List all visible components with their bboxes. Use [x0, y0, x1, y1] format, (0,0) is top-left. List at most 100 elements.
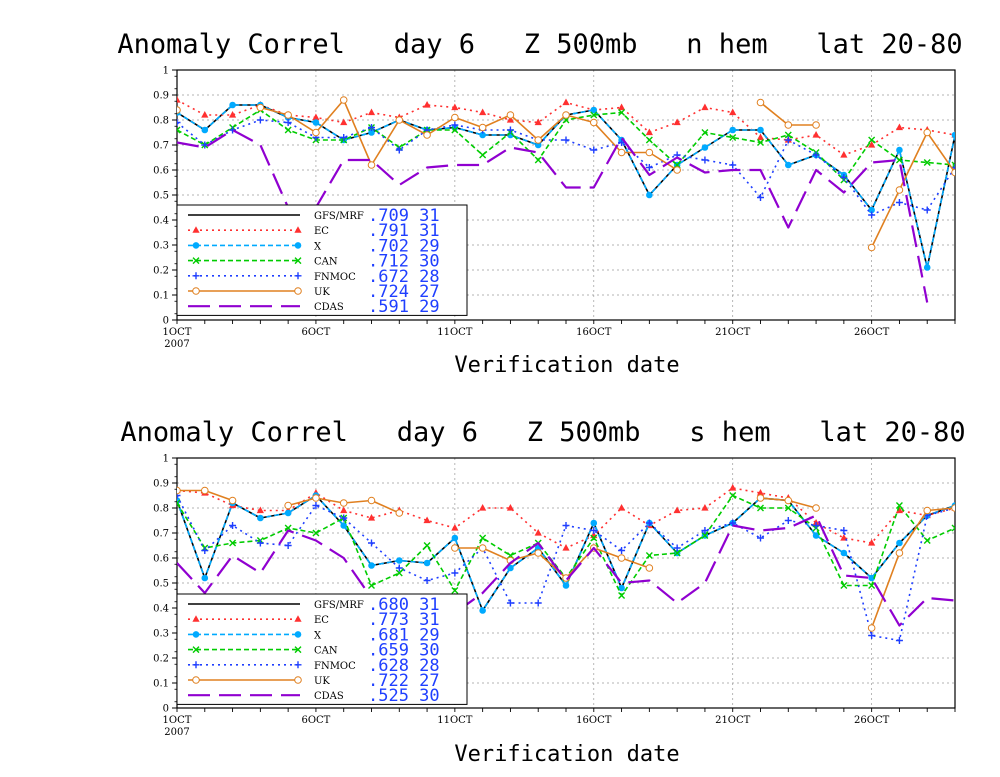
legend-box [176, 204, 468, 316]
data-point [979, 134, 986, 141]
legend-series-name: GFS/MRF [314, 211, 364, 222]
data-point [895, 506, 904, 514]
data-point [895, 199, 903, 206]
y-tick-label: 0.9 [153, 479, 169, 490]
x-tick-label: 11OCT [437, 327, 473, 338]
data-point [812, 532, 820, 539]
data-point [951, 164, 955, 171]
legend-marker [192, 676, 200, 684]
data-point [867, 624, 876, 632]
y-tick-label: 0.1 [153, 679, 169, 690]
data-point [479, 108, 487, 116]
data-point [895, 502, 903, 509]
data-point [617, 148, 626, 157]
data-point [423, 577, 431, 584]
data-point [228, 111, 237, 118]
data-point [368, 582, 375, 589]
data-point [312, 494, 320, 502]
x-tick-label: 11OCT [437, 715, 473, 726]
data-point [590, 146, 598, 154]
data-point [562, 544, 570, 551]
legend-series-name: EC [314, 615, 329, 626]
series-uk [177, 96, 986, 252]
data-point [979, 144, 986, 151]
y-tick-label: 0.5 [153, 191, 169, 202]
data-point [312, 529, 320, 537]
data-point [562, 136, 570, 144]
data-point [617, 554, 626, 562]
y-tick-label: 0.9 [153, 91, 169, 102]
data-point [645, 564, 654, 572]
data-point [479, 131, 486, 139]
data-point [339, 96, 348, 104]
data-point [367, 108, 376, 116]
data-point [673, 549, 681, 557]
data-point [201, 126, 209, 134]
data-point [784, 517, 792, 524]
data-point [701, 144, 709, 151]
data-point [617, 504, 626, 511]
legend-entry: CDAS .525 30 [188, 686, 440, 706]
legend-marker [294, 646, 302, 654]
data-point [673, 118, 681, 126]
data-point [757, 534, 764, 542]
data-point [923, 264, 931, 271]
series-line [177, 487, 955, 549]
legend-score: .680 31 [368, 595, 440, 615]
data-point [979, 502, 986, 509]
data-point [729, 126, 737, 134]
legend-marker [192, 272, 200, 280]
legend-entry: FNMOC .672 28 [188, 267, 440, 287]
data-point [177, 106, 181, 114]
data-point [867, 243, 876, 252]
data-point [812, 522, 820, 529]
data-point [451, 587, 459, 594]
legend-marker [192, 287, 200, 295]
data-point [923, 206, 931, 214]
data-point [673, 506, 681, 514]
data-point [229, 101, 236, 109]
data-point [228, 496, 237, 505]
data-point [201, 547, 209, 554]
data-point [729, 519, 737, 527]
y-tick-label: 0.7 [153, 529, 169, 540]
legend-series-name: FNMOC [314, 661, 356, 672]
data-point [479, 504, 487, 511]
y-tick-label: 0.4 [153, 216, 169, 227]
data-point [784, 136, 792, 144]
data-point [423, 101, 431, 108]
data-point [784, 161, 792, 169]
legend-score: .722 27 [368, 671, 440, 691]
data-point [757, 504, 764, 512]
legend-marker [294, 226, 302, 233]
data-point [979, 136, 986, 143]
legend-series-name: X [314, 241, 322, 252]
data-point [312, 113, 320, 121]
data-point [980, 137, 986, 143]
data-point [590, 527, 598, 534]
data-point [589, 118, 598, 127]
data-point [562, 522, 570, 529]
northern-hemisphere-panel: Anomaly Correl day 6 Z 500mb n hem lat 2… [117, 29, 986, 378]
x-tick-label: 1OCT [163, 715, 192, 726]
legend-series-name: CDAS [314, 691, 344, 702]
data-point [562, 582, 570, 589]
data-point [177, 96, 181, 103]
data-point [895, 549, 904, 557]
legend-entry: X .702 29 [188, 236, 440, 256]
data-point [451, 126, 459, 134]
data-point [534, 156, 542, 164]
data-point [423, 131, 431, 139]
y-tick-label: 0.3 [153, 241, 169, 252]
data-point [479, 534, 487, 542]
data-point [367, 496, 376, 505]
data-point [590, 111, 598, 119]
data-point [534, 529, 542, 536]
data-point [645, 552, 653, 559]
legend-marker [192, 646, 200, 654]
series-line [177, 514, 955, 627]
legend-marker [294, 615, 302, 622]
chart-title: Anomaly Correl day 6 Z 500mb s hem lat 2… [120, 417, 965, 448]
data-point [256, 539, 264, 547]
data-point [757, 139, 764, 146]
